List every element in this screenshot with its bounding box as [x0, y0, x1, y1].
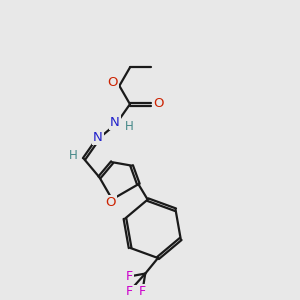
Text: N: N	[93, 131, 103, 144]
Text: O: O	[107, 76, 118, 89]
Text: H: H	[69, 149, 78, 162]
Text: F: F	[125, 285, 132, 298]
Text: N: N	[110, 116, 120, 129]
Text: F: F	[139, 285, 146, 298]
Text: O: O	[106, 196, 116, 209]
Text: H: H	[124, 120, 133, 133]
Text: F: F	[126, 270, 133, 283]
Text: O: O	[153, 97, 164, 110]
